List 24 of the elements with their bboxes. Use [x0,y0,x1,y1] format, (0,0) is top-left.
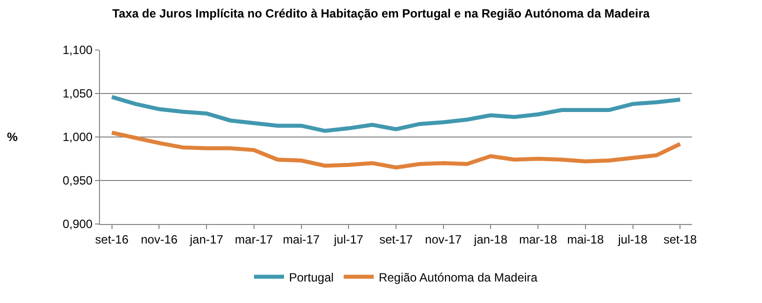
x-tick-label: nov-16 [140,232,178,246]
x-tick-label: jan-17 [188,232,224,246]
x-tick-label: set-17 [379,232,413,246]
x-tick-label: mar-17 [234,232,274,246]
x-tick-label: mar-18 [519,232,558,246]
y-tick-label: 1,050 [62,86,93,101]
y-axis-title: % [7,130,18,144]
x-tick-label: nov-17 [425,232,462,246]
line-series [110,94,682,133]
y-tick-label: 1,100 [62,43,93,58]
x-tick-label: mai-18 [567,232,604,246]
y-tick-label: 0,950 [62,174,93,188]
legend-label: Região Autónoma da Madeira [378,270,538,284]
y-tick-label: 1,000 [62,130,93,144]
x-tick-label: set-16 [95,232,129,246]
x-tick-label: mai-17 [282,232,320,246]
y-tick-label: 0,900 [62,217,93,232]
line-series [110,130,682,170]
chart-title: Taxa de Juros Implícita no Crédito à Habitação em Portugal e na Região Autónoma da Madeira [112,6,650,20]
legend-label: Portugal [289,270,334,284]
x-tick-label: jul-18 [617,232,648,246]
x-tick-label: jan-18 [473,232,508,246]
x-tick-label: jul-17 [332,232,364,246]
x-tick-label: set-18 [663,232,698,246]
